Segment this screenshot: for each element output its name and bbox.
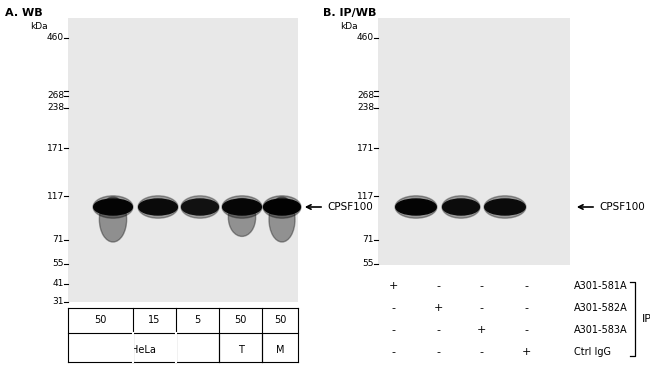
Text: A301-583A: A301-583A <box>574 325 628 335</box>
Ellipse shape <box>263 196 301 218</box>
Text: 5: 5 <box>194 315 201 325</box>
Ellipse shape <box>99 197 127 242</box>
Text: -: - <box>479 303 483 313</box>
Text: 41: 41 <box>53 280 64 288</box>
Ellipse shape <box>396 199 436 215</box>
Text: -: - <box>436 325 440 335</box>
Text: -: - <box>436 347 440 357</box>
Ellipse shape <box>181 199 218 215</box>
Text: M: M <box>276 345 284 355</box>
Ellipse shape <box>485 199 525 215</box>
Ellipse shape <box>223 199 261 215</box>
Text: 268: 268 <box>357 91 374 101</box>
Text: 50: 50 <box>274 315 286 325</box>
Text: 460: 460 <box>357 34 374 43</box>
Text: 15: 15 <box>148 315 161 325</box>
Text: CPSF100: CPSF100 <box>327 202 372 212</box>
Text: -: - <box>391 303 395 313</box>
Text: 50: 50 <box>94 315 107 325</box>
Text: A301-581A: A301-581A <box>574 281 628 291</box>
Text: +: + <box>434 303 443 313</box>
Text: kDa: kDa <box>31 22 48 31</box>
Text: T: T <box>237 345 244 355</box>
Ellipse shape <box>181 196 219 218</box>
Text: -: - <box>391 325 395 335</box>
Text: -: - <box>524 281 528 291</box>
Text: B. IP/WB: B. IP/WB <box>323 8 376 18</box>
Text: IP: IP <box>642 314 650 324</box>
Text: -: - <box>479 281 483 291</box>
Text: 50: 50 <box>234 315 247 325</box>
Text: -: - <box>391 347 395 357</box>
Bar <box>378 18 570 265</box>
Ellipse shape <box>442 196 480 218</box>
Ellipse shape <box>138 199 177 215</box>
Text: kDa: kDa <box>341 22 358 31</box>
Ellipse shape <box>138 196 178 218</box>
Text: +: + <box>521 347 530 357</box>
Ellipse shape <box>395 196 437 218</box>
Text: CPSF100: CPSF100 <box>599 202 645 212</box>
Text: 460: 460 <box>47 34 64 43</box>
Text: 117: 117 <box>357 192 374 200</box>
Text: Ctrl IgG: Ctrl IgG <box>574 347 611 357</box>
Text: 55: 55 <box>53 259 64 269</box>
Text: 171: 171 <box>47 144 64 152</box>
Bar <box>68 18 298 302</box>
Ellipse shape <box>222 196 262 218</box>
Ellipse shape <box>94 199 133 215</box>
Text: -: - <box>524 325 528 335</box>
Text: 31: 31 <box>53 298 64 306</box>
Text: 238: 238 <box>357 104 374 112</box>
Text: 268: 268 <box>47 91 64 101</box>
Ellipse shape <box>228 199 255 236</box>
Text: 71: 71 <box>363 235 374 245</box>
Text: -: - <box>436 281 440 291</box>
Ellipse shape <box>264 199 300 215</box>
Text: 238: 238 <box>47 104 64 112</box>
Ellipse shape <box>93 196 133 218</box>
Text: HeLa: HeLa <box>131 345 156 355</box>
Text: 171: 171 <box>357 144 374 152</box>
Ellipse shape <box>443 199 480 215</box>
Text: +: + <box>476 325 486 335</box>
Ellipse shape <box>484 196 526 218</box>
Text: A301-582A: A301-582A <box>574 303 628 313</box>
Ellipse shape <box>269 197 295 242</box>
Text: 55: 55 <box>363 259 374 269</box>
Text: -: - <box>479 347 483 357</box>
Text: +: + <box>388 281 398 291</box>
Text: 71: 71 <box>53 235 64 245</box>
Text: 117: 117 <box>47 192 64 200</box>
Text: -: - <box>524 303 528 313</box>
Text: A. WB: A. WB <box>5 8 43 18</box>
